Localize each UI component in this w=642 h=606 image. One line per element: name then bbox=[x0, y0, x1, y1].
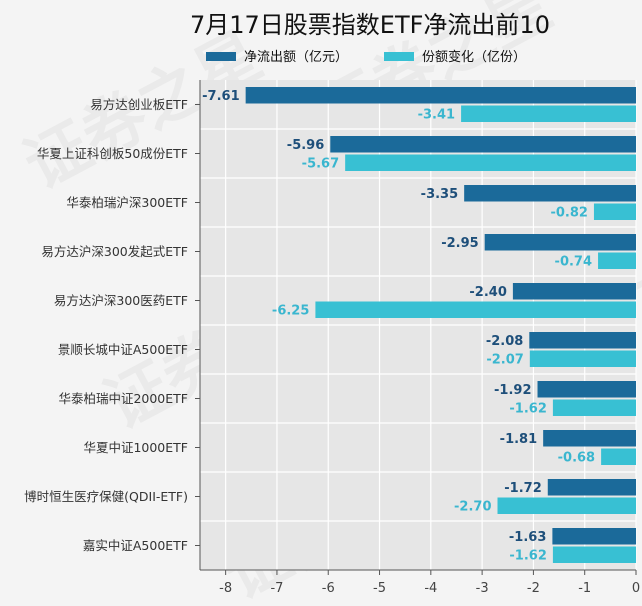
data-label-share-change: -1.62 bbox=[509, 549, 546, 564]
category-label: 嘉实中证A500ETF bbox=[83, 538, 188, 553]
bar-net-outflow bbox=[552, 528, 636, 545]
category-label: 华夏上证科创板50成份ETF bbox=[37, 146, 188, 161]
bar-share-change bbox=[529, 350, 636, 367]
label-layer: 易方达创业板ETF -7.61 -3.41 华夏上证科创板50成份ETF -5.96 -5… bbox=[24, 89, 595, 564]
data-label-share-change: -0.82 bbox=[550, 206, 587, 221]
x-tick-label: -8 bbox=[219, 581, 232, 596]
bar-share-change bbox=[552, 546, 636, 563]
bar-share-change bbox=[315, 301, 636, 318]
category-label: 博时恒生医疗保健(QDII-ETF) bbox=[24, 489, 188, 504]
category-label: 易方达沪深300发起式ETF bbox=[41, 244, 188, 259]
bar-share-change bbox=[497, 497, 636, 514]
bar-share-change bbox=[552, 399, 636, 416]
x-tick-label: -4 bbox=[424, 581, 437, 596]
bar-net-outflow bbox=[547, 479, 636, 496]
data-label-share-change: -2.07 bbox=[486, 353, 523, 368]
category-label: 华夏中证1000ETF bbox=[83, 440, 188, 455]
category-label: 华泰柏瑞沪深300ETF bbox=[66, 195, 188, 210]
x-tick-label: -2 bbox=[527, 581, 540, 596]
bar-net-outflow bbox=[330, 136, 636, 153]
category-label: 华泰柏瑞中证2000ETF bbox=[58, 391, 188, 406]
chart-title: 7月17日股票指数ETF净流出前10 bbox=[190, 11, 550, 39]
data-label-net-outflow: -1.81 bbox=[500, 432, 537, 447]
category-label: 易方达沪深300医药ETF bbox=[54, 293, 188, 308]
legend-swatch-net-outflow bbox=[206, 52, 236, 61]
data-label-share-change: -3.41 bbox=[418, 108, 455, 123]
data-label-share-change: -2.70 bbox=[454, 500, 491, 515]
legend: 净流出额（亿元） 份额变化（亿份） bbox=[206, 49, 526, 65]
data-label-net-outflow: -3.35 bbox=[421, 187, 458, 202]
category-label: 易方达创业板ETF bbox=[90, 97, 188, 112]
data-label-net-outflow: -5.96 bbox=[287, 138, 324, 153]
data-label-share-change: -0.68 bbox=[558, 451, 595, 466]
data-label-share-change: -5.67 bbox=[302, 157, 339, 172]
bar-net-outflow bbox=[537, 381, 636, 398]
legend-swatch-share-change bbox=[384, 52, 414, 61]
data-label-net-outflow: -1.92 bbox=[494, 383, 531, 398]
data-label-net-outflow: -2.40 bbox=[469, 285, 506, 300]
data-label-share-change: -1.62 bbox=[509, 402, 546, 417]
bar-layer bbox=[245, 87, 636, 563]
bar-net-outflow bbox=[529, 332, 636, 349]
bar-share-change bbox=[593, 203, 636, 220]
data-label-net-outflow: -2.95 bbox=[441, 236, 478, 251]
data-label-net-outflow: -7.61 bbox=[202, 89, 239, 104]
legend-label-net-outflow: 净流出额（亿元） bbox=[244, 50, 348, 65]
x-tick-label: -7 bbox=[270, 581, 283, 596]
bar-share-change bbox=[598, 252, 636, 269]
bar-share-change bbox=[601, 448, 636, 465]
x-tick-label: 0 bbox=[632, 581, 640, 596]
bar-net-outflow bbox=[512, 283, 636, 300]
bar-net-outflow bbox=[543, 430, 636, 447]
x-tick-label: -1 bbox=[578, 581, 591, 596]
bar-net-outflow bbox=[464, 185, 636, 202]
x-tick-label: -6 bbox=[322, 581, 335, 596]
data-label-net-outflow: -2.08 bbox=[486, 334, 523, 349]
category-label: 景顺长城中证A500ETF bbox=[58, 342, 188, 357]
data-label-net-outflow: -1.63 bbox=[509, 530, 546, 545]
x-tick-label: -5 bbox=[373, 581, 386, 596]
data-label-net-outflow: -1.72 bbox=[504, 481, 541, 496]
bar-net-outflow bbox=[245, 87, 636, 104]
legend-label-share-change: 份额变化（亿份） bbox=[422, 49, 526, 65]
data-label-share-change: -0.74 bbox=[555, 255, 592, 270]
bar-share-change bbox=[345, 154, 636, 171]
bar-share-change bbox=[461, 105, 636, 122]
data-label-share-change: -6.25 bbox=[272, 304, 309, 319]
bar-net-outflow bbox=[484, 234, 636, 251]
x-tick-label: -3 bbox=[476, 581, 489, 596]
